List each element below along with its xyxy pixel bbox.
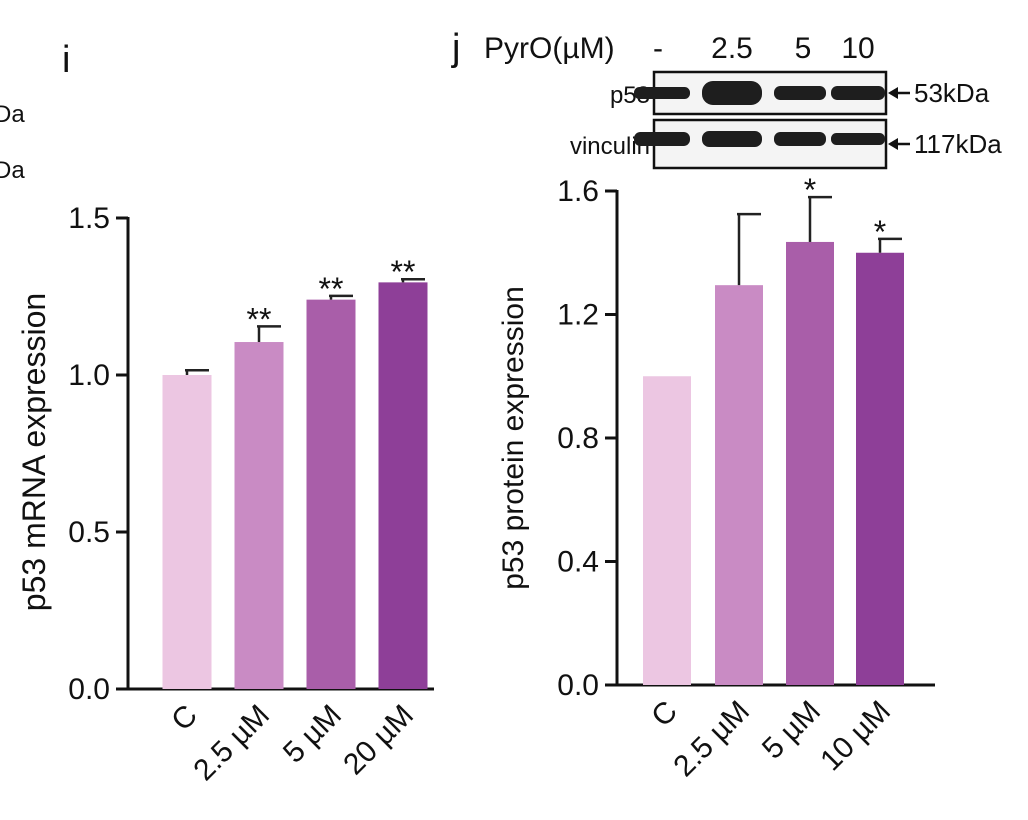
significance-marker: ** — [247, 301, 272, 337]
chart-j-bars: ** — [643, 172, 904, 685]
y-tick-label: 0.0 — [68, 673, 110, 706]
bar — [643, 376, 691, 685]
bar — [162, 375, 212, 689]
chart-j-ylabel: p53 protein expression — [497, 286, 530, 590]
y-tick-label: 0.5 — [68, 516, 110, 549]
y-tick-label: 1.2 — [557, 299, 599, 332]
chart-i-ylabel: p53 mRNA expression — [16, 293, 52, 611]
x-tick-label: 2.5 µM — [187, 699, 276, 788]
significance-marker: ** — [391, 254, 416, 290]
blot-lane-label: 10 — [841, 32, 874, 65]
blot-band — [634, 87, 690, 99]
blot-band — [634, 132, 690, 146]
bar — [234, 342, 284, 689]
significance-marker: * — [804, 172, 816, 208]
blot-treatment-label: PyrO(µM) — [484, 32, 615, 65]
x-tick-label: 10 µM — [814, 695, 897, 778]
x-tick-label: 20 µM — [337, 699, 420, 782]
bar — [306, 299, 356, 689]
blot-size-label: 53kDa — [914, 78, 990, 108]
panel-letter-i: i — [62, 39, 70, 81]
blot-lane-label: 5 — [795, 32, 812, 65]
bar — [786, 241, 834, 685]
y-tick-label: 1.5 — [68, 202, 110, 235]
blot-band — [774, 132, 826, 146]
chart-i-bars: ** ** ** — [162, 254, 428, 689]
blot-arrowhead-icon — [888, 138, 898, 150]
blot-band — [702, 81, 762, 105]
blot-size-label: 117kDa — [914, 129, 1002, 159]
blot-lane-labels: - 2.5 5 10 — [653, 32, 875, 65]
clipped-label-1: Da — [0, 101, 25, 128]
blot-lane-label: 2.5 — [711, 32, 753, 65]
bar — [856, 252, 904, 685]
blot-band — [831, 133, 885, 145]
panel-letter-j: j — [451, 27, 460, 69]
chart-j-protein: p53 protein expression 0.0 0.4 0.8 1.2 1.6 *… — [497, 172, 935, 783]
blot-lane-label: - — [653, 32, 663, 65]
blot-band — [774, 86, 826, 100]
bar — [378, 282, 428, 689]
y-tick-label: 1.6 — [557, 175, 599, 208]
significance-marker: ** — [319, 271, 344, 307]
clipped-label-2: Da — [0, 157, 25, 184]
blot-arrowhead-icon — [888, 87, 898, 99]
blot-band — [831, 86, 885, 100]
x-tick-label: C — [165, 699, 204, 738]
x-tick-label: 2.5 µM — [667, 695, 756, 784]
bar — [715, 285, 763, 685]
y-tick-label: 1.0 — [68, 359, 110, 392]
blot-band — [702, 131, 762, 147]
y-tick-label: 0.0 — [557, 669, 599, 702]
chart-i-mrna: p53 mRNA expression 0.0 0.5 1.0 1.5 ** ** ** … — [16, 202, 434, 787]
y-tick-label: 0.8 — [557, 422, 599, 455]
significance-marker: * — [874, 214, 886, 250]
y-tick-label: 0.4 — [557, 546, 599, 579]
x-tick-label: C — [645, 695, 684, 734]
